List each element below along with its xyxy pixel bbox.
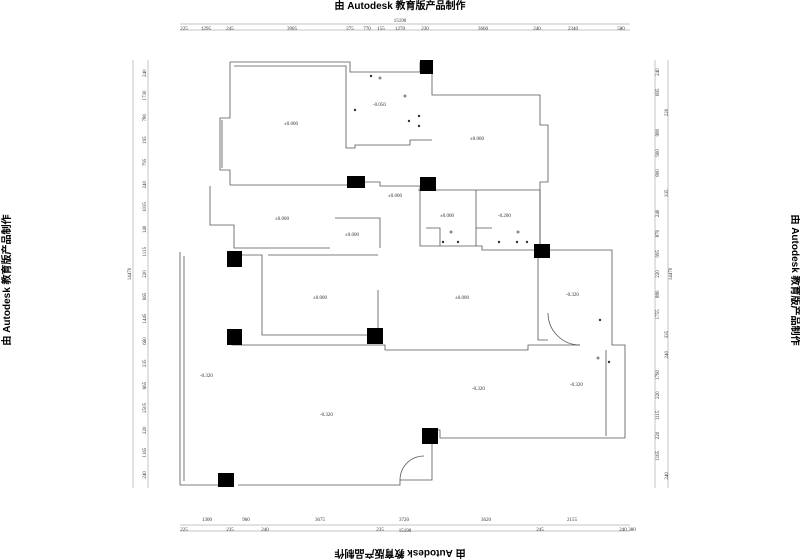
- dim-left: 1445: [143, 313, 148, 324]
- dim-right: 335: [665, 189, 670, 197]
- dim-top: 275: [346, 27, 354, 32]
- dim-right: 1790: [656, 369, 661, 380]
- dim-bottom: 240: [619, 528, 627, 533]
- dim-left: 220: [143, 426, 148, 434]
- dim-top: 155: [377, 27, 385, 32]
- watermark-top: 由 Autodesk 教育版产品制作: [334, 0, 465, 12]
- dim-right: 240: [665, 351, 670, 359]
- dim-left: 1165: [143, 447, 148, 457]
- dim-top: 3660: [478, 27, 489, 32]
- room-level: -0.200: [498, 214, 511, 219]
- dim-left: 1035: [143, 202, 148, 213]
- watermark-right: 由 Autodesk 教育版产品制作: [789, 214, 800, 345]
- dim-right: 335: [665, 330, 670, 338]
- dim-right: 220: [656, 391, 661, 399]
- dim-bottom: 3620: [481, 518, 492, 523]
- columns: [218, 60, 550, 487]
- dim-top: 580: [617, 27, 625, 32]
- dim-right: 1755: [656, 309, 661, 320]
- dim-top: 245: [226, 27, 234, 32]
- dim-top: 1270: [395, 27, 406, 32]
- dim-left: 1730: [143, 90, 148, 101]
- dim-bottom-total: 15190: [399, 529, 412, 534]
- dim-bottom: 3675: [315, 518, 326, 523]
- dim-left: 660: [143, 337, 148, 345]
- dim-right: 800: [656, 169, 661, 177]
- dim-left: 240: [143, 69, 148, 77]
- dim-left: 2505: [143, 402, 148, 413]
- room-level: ±0.000: [388, 194, 402, 199]
- watermark-bottom: 由 Autodesk 教育版产品制作: [334, 547, 465, 559]
- room-level: -0.320: [566, 293, 579, 298]
- room-level: ±0.000: [345, 233, 359, 238]
- dim-right: 900: [656, 149, 661, 157]
- walls: [179, 61, 626, 486]
- dim-bottom: 240: [261, 528, 269, 533]
- room-level: -0.050: [373, 103, 386, 108]
- dim-bottom: 3720: [399, 518, 410, 523]
- dim-right: 980: [656, 128, 661, 136]
- room-level: ±0.000: [313, 296, 327, 301]
- room-level: -0.320: [472, 387, 485, 392]
- dim-right: 1115: [656, 410, 661, 420]
- dim-right: 880: [656, 290, 661, 298]
- dim-left: 240: [143, 180, 148, 188]
- dim-left: 140: [143, 225, 148, 233]
- dimension-lines: [132, 23, 669, 532]
- fixtures: [353, 74, 611, 364]
- room-level: ±0.000: [284, 122, 298, 127]
- dim-left-total: 14470: [128, 267, 133, 280]
- dim-left: 195: [143, 136, 148, 144]
- dim-left: 665: [143, 381, 148, 389]
- dim-right: 695: [656, 88, 661, 96]
- dim-top-total: 15190: [394, 19, 407, 24]
- dim-right: 220: [656, 431, 661, 439]
- dim-right: 995: [656, 250, 661, 258]
- dim-bottom: 380: [628, 528, 636, 533]
- dim-right: 240: [656, 68, 661, 76]
- dim-left: 780: [143, 114, 148, 122]
- room-level: -0.320: [200, 374, 213, 379]
- room-level: -0.320: [570, 383, 583, 388]
- dim-left: 1115: [143, 246, 148, 256]
- dim-top: 230: [421, 27, 429, 32]
- room-level: ±0.000: [455, 296, 469, 301]
- dim-right: 1165: [656, 450, 661, 460]
- room-level: ±0.000: [275, 217, 289, 222]
- dim-top: 240: [533, 27, 541, 32]
- room-level: ±0.000: [440, 214, 454, 219]
- dim-left: 220: [143, 270, 148, 278]
- dim-bottom: 1300: [202, 518, 213, 523]
- dim-right: 870: [656, 229, 661, 237]
- dim-right: 240: [656, 209, 661, 217]
- dim-bottom: 245: [536, 528, 544, 533]
- dim-right-total: 14470: [669, 267, 674, 280]
- dim-right: 220: [656, 270, 661, 278]
- dim-left: 665: [143, 292, 148, 300]
- dim-bottom: 960: [242, 518, 250, 523]
- room-level: -0.320: [320, 413, 333, 418]
- dim-top: 225: [180, 27, 188, 32]
- dim-bottom: 235: [226, 528, 234, 533]
- watermark-left: 由 Autodesk 教育版产品制作: [0, 214, 13, 345]
- room-level: ±0.000: [470, 137, 484, 142]
- dim-left: 235: [143, 359, 148, 367]
- dim-left: 795: [143, 158, 148, 166]
- dim-right: 240: [665, 472, 670, 480]
- dim-top: 1295: [201, 27, 212, 32]
- dim-right: 220: [665, 108, 670, 116]
- dim-top: 3905: [287, 27, 298, 32]
- dim-top: 2340: [568, 27, 579, 32]
- dim-bottom: 225: [180, 528, 188, 533]
- dim-left: 240: [143, 471, 148, 479]
- dim-bottom: 2155: [567, 518, 578, 523]
- dim-bottom: 235: [376, 528, 384, 533]
- room-labels: ±0.000 -0.050 ±0.000 ±0.000 ±0.000 ±0.00…: [200, 103, 583, 418]
- dim-top: 770: [363, 27, 371, 32]
